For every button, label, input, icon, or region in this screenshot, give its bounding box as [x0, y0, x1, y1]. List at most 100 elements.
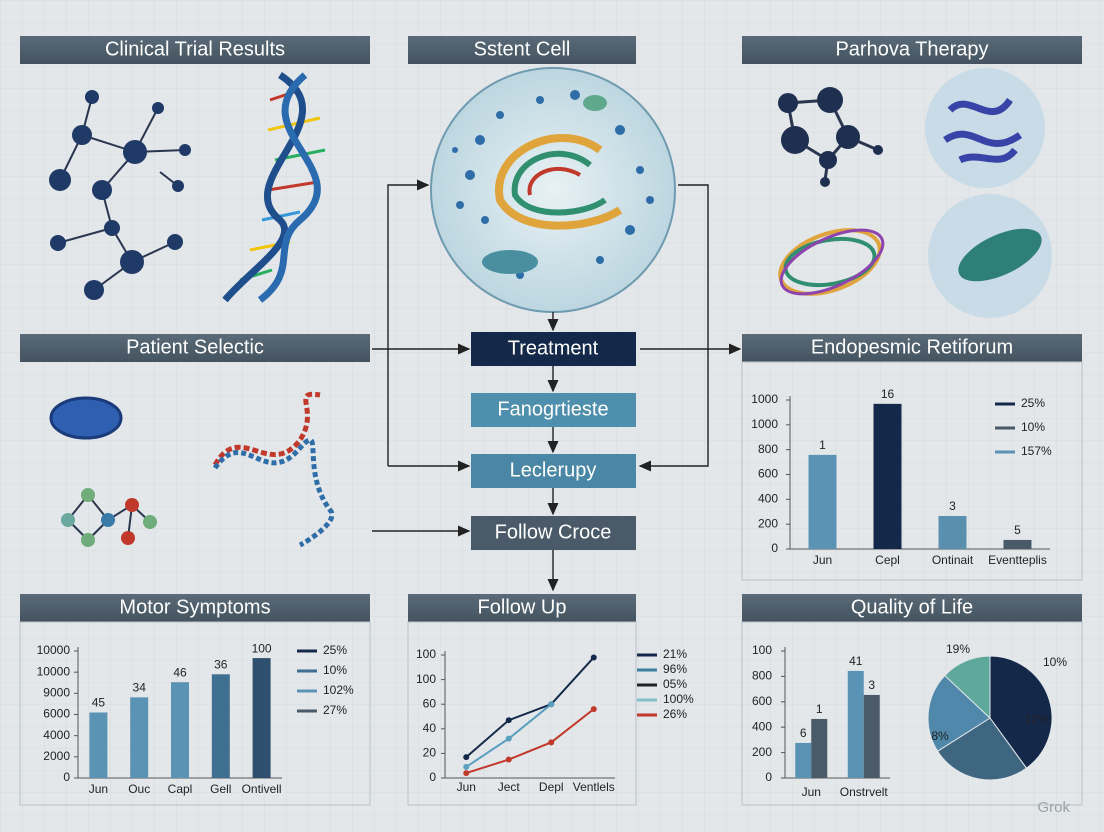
flow-step [471, 454, 636, 488]
y-tick-label: 0 [771, 541, 778, 555]
x-tick-label: Jun [802, 785, 821, 799]
legend-label: 102% [323, 683, 354, 697]
line-point [463, 770, 470, 777]
patient-illustrations [49, 391, 335, 548]
y-tick-label: 200 [752, 745, 772, 759]
bar-label: 3 [868, 678, 875, 692]
panel-border [19, 621, 371, 806]
legend-label: 26% [663, 707, 687, 721]
bar-label: 5 [1014, 523, 1021, 537]
y-tick-label: 0 [429, 770, 436, 784]
line-point [505, 735, 512, 742]
y-tick-label: 800 [758, 442, 778, 456]
y-tick-label: 600 [752, 694, 772, 708]
line [465, 656, 595, 758]
header-title: Sstent Cell [474, 38, 571, 60]
flow-step-label: Treatment [508, 337, 599, 359]
bar-label: 41 [849, 654, 863, 668]
headers: Clinical Trial Results Sstent Cell Parho… [20, 36, 1082, 622]
bar [171, 682, 189, 778]
therapy-illustrations [778, 68, 1052, 318]
legend-label: 25% [323, 643, 347, 657]
y-tick-label: 10000 [37, 664, 71, 678]
legend-label: 96% [663, 662, 687, 676]
y-tick-label: 800 [752, 669, 772, 683]
flow-step [471, 516, 636, 550]
header-bar [20, 36, 370, 64]
header-bar [742, 594, 1082, 622]
line-point [505, 756, 512, 763]
y-tick-label: 1000 [751, 392, 778, 406]
bar [873, 403, 902, 549]
x-tick-label: Ventlels [573, 780, 615, 794]
x-tick-label: Capl [168, 782, 193, 796]
bar-label: 34 [133, 681, 147, 695]
header-title: Patient Selectic [126, 336, 264, 358]
header-bar [408, 36, 636, 64]
pie-label: 8% [931, 729, 949, 743]
line-point [548, 701, 555, 708]
bar-label: 3 [949, 499, 956, 513]
line-point [548, 739, 555, 746]
bar-label: 36 [214, 657, 228, 671]
watermark: Grok [1037, 799, 1070, 816]
line-point [505, 717, 512, 724]
pie-slice [989, 655, 1053, 769]
dna-helix [222, 72, 326, 303]
bar [252, 658, 271, 778]
flow-step [471, 332, 636, 366]
line-point [463, 763, 470, 770]
header-title: Endopesmic Retiforum [811, 336, 1013, 358]
y-tick-label: 600 [758, 467, 778, 481]
y-tick-label: 100 [416, 672, 436, 686]
x-tick-label: Jun [457, 780, 476, 794]
header-title: Motor Symptoms [119, 596, 270, 618]
bar-label: 100 [252, 641, 272, 655]
flow-step [471, 393, 636, 427]
flow-step-label: Leclerupy [510, 459, 597, 481]
header-bar [742, 36, 1082, 64]
bar [808, 454, 837, 549]
x-tick-label: Gell [210, 782, 231, 796]
legend-label: 05% [663, 677, 687, 691]
y-tick-label: 6000 [43, 707, 70, 721]
x-tick-label: Ject [498, 780, 521, 794]
y-tick-label: 1000 [751, 417, 778, 431]
y-tick-label: 2000 [43, 749, 70, 763]
panel-border [407, 621, 637, 806]
bar-label: 6 [800, 726, 807, 740]
y-tick-label: 400 [758, 492, 778, 506]
bar-label: 46 [173, 665, 187, 679]
cell [430, 67, 676, 313]
pie-slice [927, 674, 991, 752]
bar [130, 697, 149, 778]
header-title: Quality of Life [851, 596, 973, 618]
pie-label: 12% [1025, 712, 1049, 726]
x-tick-label: Ontivell [242, 782, 282, 796]
y-tick-label: 4000 [43, 728, 70, 742]
y-tick-label: 100 [752, 643, 772, 657]
header-bar [408, 594, 636, 622]
bar [1003, 539, 1032, 549]
pie-label: 19% [946, 642, 970, 656]
y-tick-label: 400 [752, 719, 772, 733]
x-tick-label: Jun [89, 782, 108, 796]
panel-border [741, 361, 1083, 581]
y-tick-label: 20 [423, 746, 437, 760]
flow-step-label: Fanogrtieste [497, 398, 608, 420]
bar-label: 1 [819, 438, 826, 452]
bar-label: 45 [92, 696, 106, 710]
y-tick-label: 10000 [37, 643, 71, 657]
arrow [638, 184, 709, 472]
x-tick-label: Ontinait [932, 553, 974, 567]
bar [847, 670, 864, 778]
bar-label: 1 [816, 702, 823, 716]
line-point [590, 654, 597, 661]
header-title: Clinical Trial Results [105, 38, 285, 60]
header-title: Parhova Therapy [835, 38, 988, 60]
bar-label: 16 [881, 387, 895, 401]
y-tick-label: 200 [758, 516, 778, 530]
bar [89, 712, 108, 778]
header-bar [742, 334, 1082, 362]
y-tick-label: 40 [423, 721, 437, 735]
